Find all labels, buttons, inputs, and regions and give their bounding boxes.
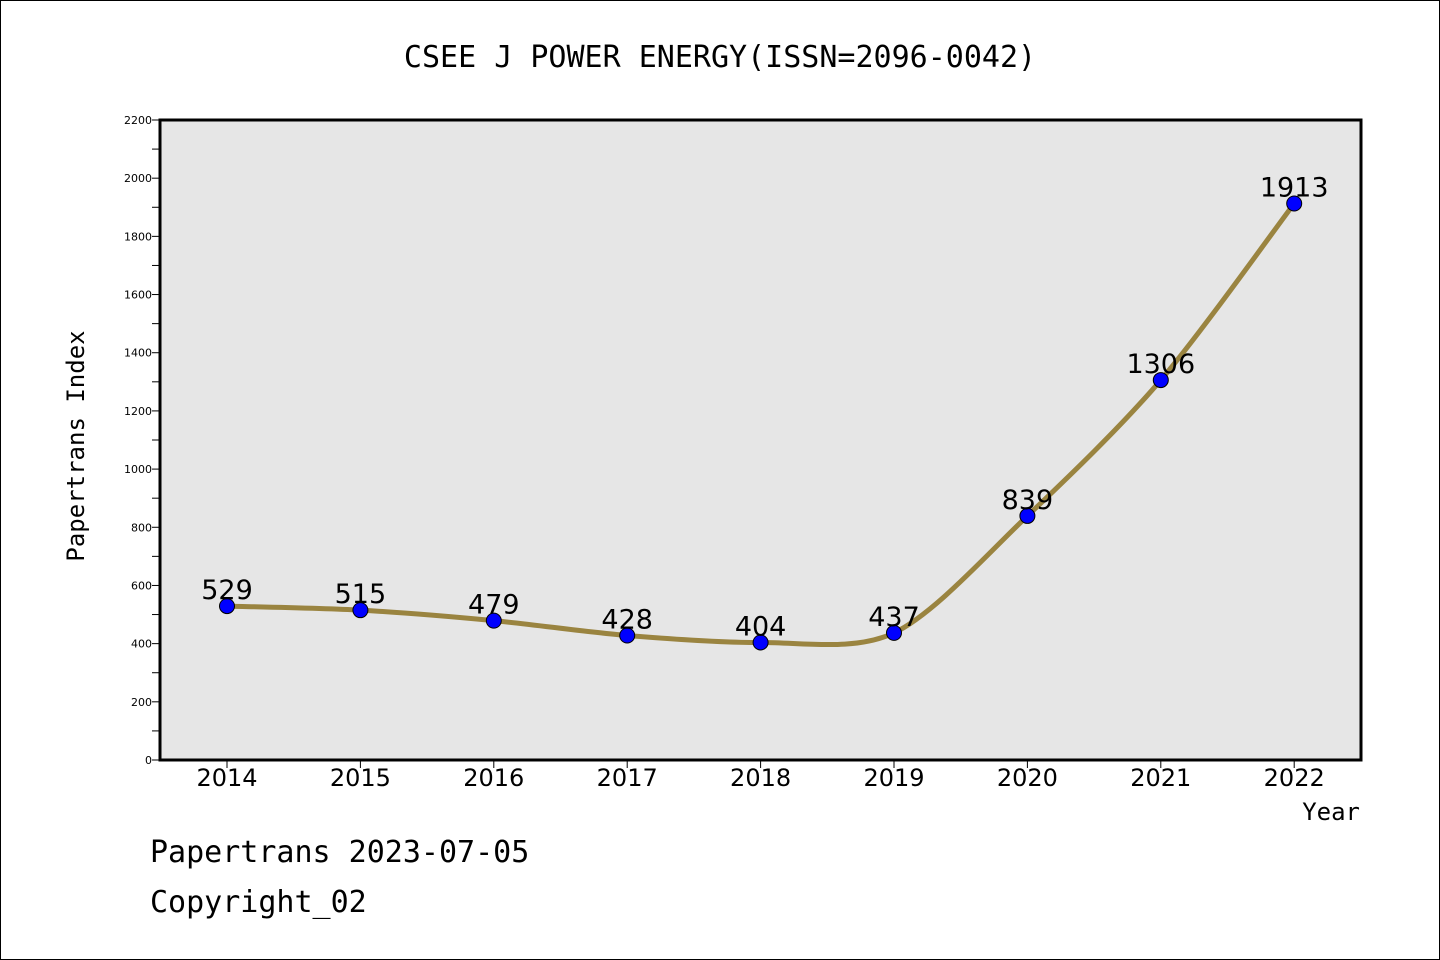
x-tick-label: 2019	[863, 764, 924, 792]
y-tick-label: 0	[145, 754, 152, 767]
data-label: 529	[201, 575, 253, 606]
footer-date: Papertrans 2023-07-05	[150, 835, 530, 870]
x-tick-label: 2015	[330, 764, 391, 792]
axis-ticks: 0 200 400 600 800 1000 1200 1400 1600 1800 2000 220…	[124, 114, 1325, 792]
x-axis-label: Year	[1302, 798, 1360, 826]
y-tick-label: 400	[131, 638, 152, 651]
data-label: 479	[468, 590, 520, 621]
x-tick-label: 2018	[730, 764, 791, 792]
series-line-group	[226, 201, 1297, 648]
data-point	[485, 612, 502, 629]
chart-title: CSEE J POWER ENERGY(ISSN=2096-0042)	[404, 40, 1036, 75]
data-point	[752, 634, 769, 651]
data-label: 839	[1002, 485, 1054, 516]
data-point	[219, 598, 235, 615]
data-point	[619, 627, 636, 644]
y-tick-label: 2200	[124, 114, 152, 127]
x-tick-label: 2016	[463, 764, 524, 792]
data-label: 428	[601, 604, 653, 635]
data-point	[1152, 372, 1169, 389]
plot-area	[160, 120, 1361, 760]
data-point	[1019, 507, 1036, 524]
y-tick-label: 600	[131, 579, 152, 592]
data-label: 404	[735, 611, 787, 642]
y-tick-label: 200	[131, 696, 152, 709]
data-label: 1913	[1260, 172, 1329, 203]
data-points	[219, 195, 1303, 651]
x-tick-label: 2020	[997, 764, 1058, 792]
y-tick-label: 1000	[124, 463, 152, 476]
y-tick-label: 800	[131, 521, 152, 534]
data-label: 515	[335, 579, 387, 610]
data-labels: 529 515 479 428 404 437 839 1306 1913	[201, 172, 1328, 642]
data-point	[352, 602, 369, 619]
y-axis-label: Papertrans Index	[62, 330, 90, 561]
y-tick-label: 1800	[124, 230, 152, 243]
x-tick-label: 2017	[597, 764, 658, 792]
y-tick-label: 1200	[124, 405, 152, 418]
footer-copyright: Copyright_02	[150, 885, 367, 920]
y-tick-label: 2000	[124, 172, 152, 185]
x-tick-label: 2014	[196, 764, 257, 792]
data-point	[886, 624, 902, 641]
data-label: 1306	[1126, 349, 1195, 380]
x-tick-label: 2022	[1264, 764, 1325, 792]
series-line	[226, 201, 1297, 648]
data-point	[1286, 195, 1303, 212]
y-tick-label: 1600	[124, 289, 152, 302]
y-tick-label: 1400	[124, 347, 152, 360]
x-tick-label: 2021	[1130, 764, 1191, 792]
plot-border	[158, 118, 1363, 762]
data-label: 437	[868, 602, 920, 633]
